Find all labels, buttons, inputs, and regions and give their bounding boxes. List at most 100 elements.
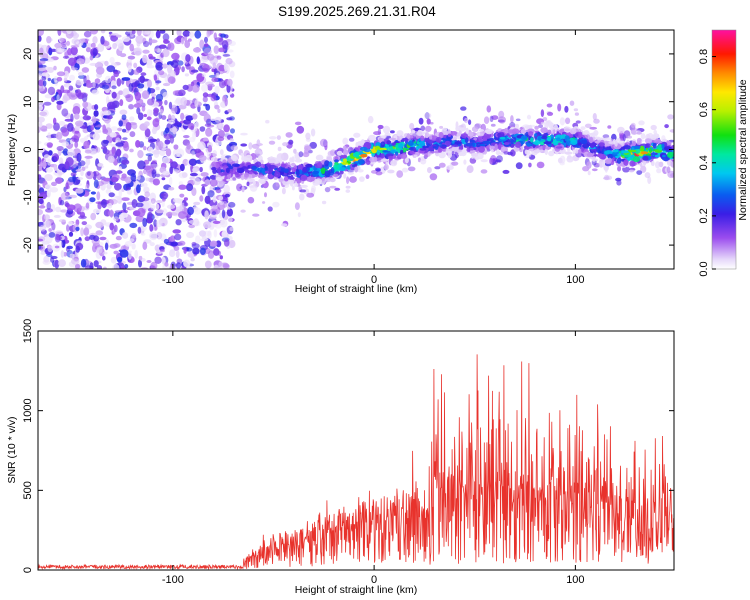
noise-speckle	[91, 89, 100, 95]
noise-speckle	[77, 71, 84, 76]
noise-speckle	[201, 73, 206, 77]
noise-speckle	[141, 90, 150, 100]
noise-speckle	[134, 249, 138, 259]
figure-title: S199.2025.269.21.31.R04	[278, 4, 436, 19]
noise-speckle	[48, 150, 53, 156]
noise-speckle	[49, 187, 59, 193]
colorbar-label: Normalized spectral amplitude	[737, 79, 749, 220]
noise-speckle	[113, 216, 119, 221]
noise-speckle	[228, 40, 236, 47]
snr-frame	[37, 330, 675, 571]
noise-speckle	[155, 80, 162, 84]
noise-speckle	[89, 62, 98, 66]
noise-speckle	[110, 176, 119, 183]
snr-panel: -100 0 100 0 500 1000 1500 Height of straight…	[6, 319, 675, 596]
noise-speckle	[62, 96, 68, 104]
spectrogram-y-label: Frequency (Hz)	[6, 114, 18, 186]
noise-speckle	[38, 209, 43, 216]
noise-speckle	[102, 110, 112, 116]
noise-speckle	[47, 245, 53, 253]
signal-halo-blob	[627, 135, 632, 139]
noise-speckle	[43, 101, 52, 106]
noise-speckle	[180, 112, 185, 121]
ridge-blob	[294, 158, 303, 163]
noise-speckle	[71, 135, 80, 143]
noise-speckle	[155, 220, 163, 228]
ridge-blob	[435, 136, 442, 143]
noise-speckle	[53, 214, 61, 218]
ridge-blob	[640, 151, 649, 155]
noise-speckle	[171, 60, 179, 68]
noise-speckle	[47, 67, 54, 73]
signal-halo-blob	[468, 119, 472, 125]
ridge-blob	[591, 133, 596, 138]
noise-speckle	[39, 224, 46, 232]
signal-halo-blob	[384, 164, 389, 171]
noise-speckle	[188, 220, 197, 224]
ridge-blob	[632, 156, 641, 163]
signal-halo-blob	[667, 114, 674, 120]
ridge-blob	[243, 157, 251, 162]
noise-speckle	[106, 183, 112, 190]
noise-speckle	[185, 183, 194, 192]
ridge-blob	[469, 139, 476, 143]
y-tick-label: 0	[22, 567, 34, 573]
noise-speckle	[112, 42, 117, 50]
ridge-blob	[490, 149, 494, 153]
signal-halo-blob	[348, 137, 355, 142]
signal-halo-blob	[559, 155, 566, 164]
ridge-blob	[623, 159, 629, 167]
noise-speckle	[161, 115, 167, 120]
noise-speckle	[225, 57, 233, 65]
ridge-blob	[280, 163, 287, 168]
noise-speckle	[125, 93, 134, 103]
signal-halo-blob	[212, 220, 221, 224]
signal-halo-blob	[425, 125, 432, 132]
signal-halo-blob	[638, 120, 645, 126]
signal-halo-blob	[305, 132, 311, 140]
ridge-blob	[555, 146, 563, 149]
noise-speckle	[151, 127, 157, 135]
signal-halo-blob	[429, 173, 438, 181]
ridge-blob	[343, 173, 347, 179]
signal-halo-blob	[349, 176, 357, 183]
noise-speckle	[199, 247, 206, 255]
noise-speckle	[199, 126, 206, 132]
noise-speckle	[167, 76, 176, 84]
signal-halo-blob	[502, 151, 510, 155]
ridge-blob	[386, 140, 392, 145]
noise-speckle	[187, 122, 195, 130]
noise-speckle	[202, 96, 208, 103]
noise-speckle	[201, 84, 209, 92]
ridge-blob	[556, 137, 561, 142]
noise-speckle	[137, 226, 142, 234]
noise-speckle	[81, 221, 88, 226]
noise-speckle	[38, 174, 42, 180]
ridge-blob	[212, 168, 217, 174]
noise-speckle	[190, 69, 199, 73]
noise-speckle	[152, 118, 160, 128]
y-tick-label: -20	[22, 237, 34, 253]
noise-speckle	[60, 192, 69, 201]
ridge-blob	[424, 132, 430, 139]
noise-speckle	[142, 241, 148, 250]
snr-y-ticks: 0 500 1000 1500	[22, 319, 674, 573]
noise-speckle	[109, 222, 114, 231]
noise-speckle	[218, 64, 226, 72]
noise-speckle	[43, 255, 50, 263]
ridge-blob	[427, 152, 431, 157]
noise-speckle	[51, 222, 56, 231]
noise-speckle	[122, 128, 127, 133]
signal-halo-blob	[564, 105, 569, 113]
ridge-blob	[356, 142, 361, 146]
ridge-blob	[357, 158, 365, 165]
noise-speckle	[216, 55, 222, 60]
noise-speckle	[38, 205, 46, 209]
ridge-blob	[401, 137, 409, 142]
noise-speckle	[178, 184, 187, 190]
noise-speckle	[133, 103, 142, 108]
ridge-blob	[595, 136, 601, 140]
noise-speckle	[123, 143, 130, 152]
noise-speckle	[128, 82, 134, 92]
